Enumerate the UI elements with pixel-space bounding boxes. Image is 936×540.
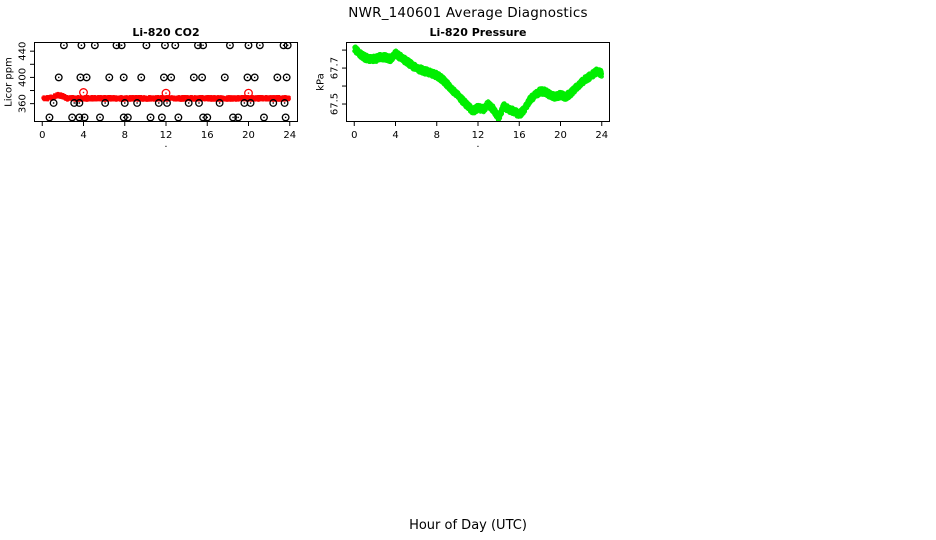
chart-cell-sample-flow bbox=[624, 150, 936, 275]
sample-flow-plot bbox=[624, 150, 936, 275]
chart-cell-li820-pressure bbox=[312, 24, 624, 150]
chart-cell-line-2-flow bbox=[312, 275, 624, 400]
chart-cell-gas-stream-rh bbox=[312, 150, 624, 275]
li820-pressure-plot bbox=[312, 24, 624, 150]
empty-cell bbox=[624, 400, 936, 515]
gas-stream-rh-plot bbox=[312, 150, 624, 275]
li820-co2-plot bbox=[0, 24, 312, 150]
chart-cell-li820-temperature bbox=[624, 24, 936, 150]
chart-cell-li820-co2 bbox=[0, 24, 312, 150]
chart-grid bbox=[0, 24, 936, 515]
li820-temperature-plot bbox=[624, 24, 936, 150]
chart-cell-line-1-flow bbox=[0, 275, 312, 400]
ambient-box-temperature-plot bbox=[0, 150, 312, 275]
chart-cell-line-3-flow bbox=[624, 275, 936, 400]
page-title: NWR_140601 Average Diagnostics bbox=[348, 5, 588, 21]
line-3-flow-plot bbox=[624, 275, 936, 400]
chart-cell-line-4-lt-flow bbox=[0, 400, 312, 515]
empty-cell bbox=[312, 400, 624, 515]
shared-x-axis-label: Hour of Day (UTC) bbox=[409, 518, 527, 533]
line-2-flow-plot bbox=[312, 275, 624, 400]
line-4-lt-flow-plot bbox=[0, 400, 312, 515]
chart-cell-ambient-box-temperature bbox=[0, 150, 312, 275]
line-1-flow-plot bbox=[0, 275, 312, 400]
